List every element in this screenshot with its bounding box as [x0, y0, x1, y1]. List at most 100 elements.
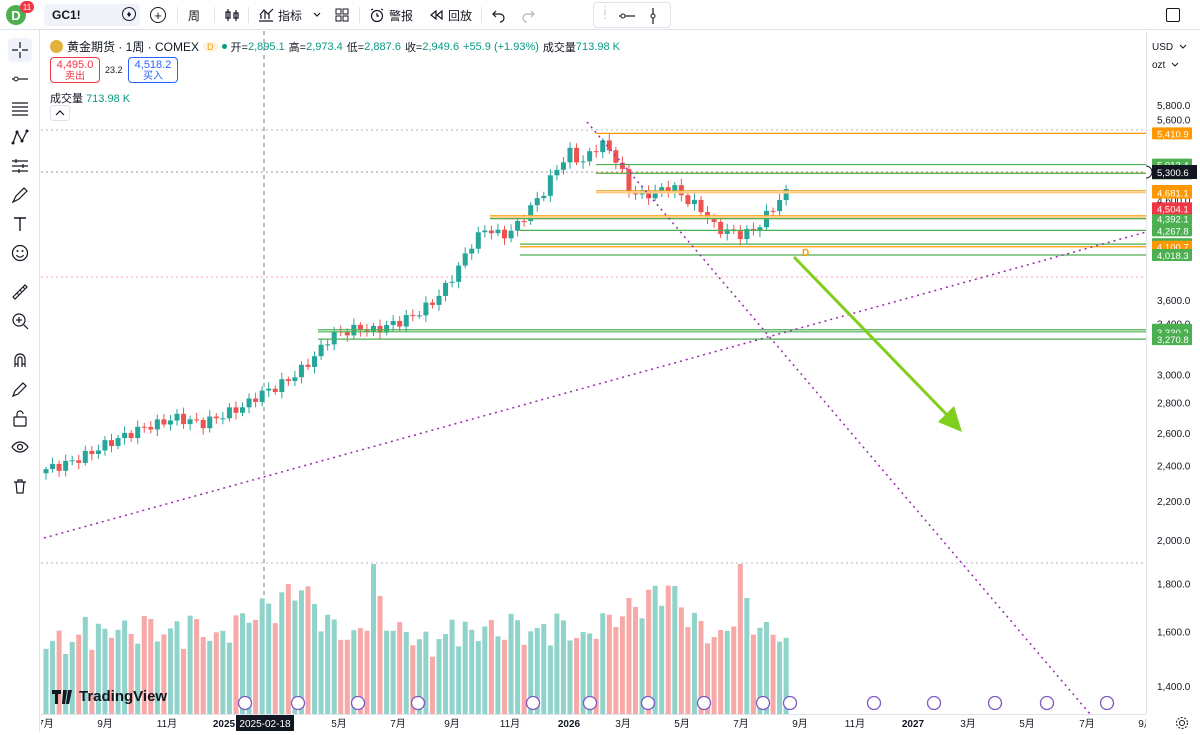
time-tick-label: 7月 [390, 718, 406, 730]
drag-handle-icon[interactable]: ⋮ ⋮ [600, 5, 610, 21]
level-price-tag [1152, 224, 1192, 237]
zoom-tool[interactable] [8, 309, 32, 333]
candle-body [456, 265, 462, 282]
diamond-icon[interactable]: ♦ [122, 7, 136, 21]
candle-body [652, 190, 658, 199]
crosshair-tool[interactable] [8, 38, 32, 62]
time-tick-label: 7月 [1079, 718, 1095, 730]
volume-bar [593, 638, 599, 714]
vertical-line-icon[interactable] [648, 7, 658, 25]
settings-button[interactable] [1175, 716, 1189, 730]
volume-bar [194, 619, 200, 714]
volume-bar [423, 631, 429, 714]
candle-body [226, 407, 232, 419]
pattern-tool[interactable] [8, 125, 32, 149]
volume-bar [141, 615, 147, 714]
chart-type-button[interactable] [224, 4, 240, 26]
tradingview-wordmark: TradingView [79, 688, 168, 705]
volume-bar [711, 637, 717, 714]
candle-body [534, 198, 540, 206]
candle-body [547, 175, 553, 196]
magnet-tool[interactable] [8, 348, 32, 372]
volume-bar [659, 605, 665, 714]
level-price-label: 4,018.3 [1157, 251, 1189, 262]
layout-button[interactable] [334, 4, 350, 26]
lock-all-tool[interactable] [8, 406, 32, 430]
volume-bar [416, 639, 422, 714]
price-chart[interactable]: D [41, 31, 1146, 714]
measure-tool[interactable] [8, 280, 32, 304]
candle-body [148, 427, 154, 430]
text-tool[interactable] [8, 212, 32, 236]
drawing-toolbar [0, 30, 40, 732]
low-label: 低= [346, 41, 365, 54]
buy-price: 4,518.2 [134, 59, 172, 71]
undo-button[interactable] [491, 4, 507, 26]
volume-bar [220, 630, 226, 714]
candle-body [331, 331, 337, 345]
candle-body [443, 282, 449, 296]
current-price-tag [1152, 202, 1192, 215]
interval-button[interactable]: 周 [188, 4, 200, 26]
volume-bar [364, 630, 370, 714]
trendline-icon [12, 76, 28, 82]
sell-button[interactable]: 4,495.0 卖出 [50, 57, 100, 83]
add-symbol-button[interactable]: + [150, 4, 166, 26]
candle-body [613, 150, 619, 163]
candle-body [567, 147, 573, 163]
price-tick-label: 1,800.0 [1157, 579, 1191, 590]
remove-drawings-tool[interactable] [8, 474, 32, 498]
replay-button[interactable]: 回放 [428, 4, 472, 26]
event-marker-icon [410, 695, 426, 711]
candle-body [63, 460, 69, 471]
price-tick-label: 1,600.0 [1157, 627, 1191, 638]
indicators-dropdown[interactable] [312, 4, 322, 26]
alerts-button[interactable]: 警报 [369, 4, 413, 26]
fullscreen-button[interactable] [1166, 4, 1180, 26]
candle-body [665, 187, 671, 193]
source-badge[interactable]: D [203, 41, 218, 52]
price-axis[interactable] [1146, 31, 1200, 714]
volume-bar [449, 619, 455, 714]
tradingview-logo: TradingView [52, 688, 167, 705]
volume-bar [338, 639, 344, 714]
buy-button[interactable]: 4,518.2 买入 [128, 57, 178, 83]
level-price-label: 4,392.1 [1157, 215, 1189, 226]
event-marker-icon [782, 695, 798, 711]
volume-bar [541, 624, 547, 714]
emoji-tool[interactable] [8, 241, 32, 265]
price-tick-label: 3,000.0 [1157, 370, 1191, 381]
volume-bar [200, 636, 206, 714]
brush-tool[interactable] [8, 183, 32, 207]
crosshair-price-label: 5,300.6 [1157, 168, 1189, 179]
unit-selector[interactable]: ozt [1152, 56, 1179, 74]
redo-button[interactable] [520, 4, 536, 26]
volume-bar [698, 620, 704, 714]
volume-bar [567, 640, 573, 714]
symbol-search[interactable]: GC1! ♦ [44, 4, 140, 26]
open-value: 2,895.1 [247, 40, 285, 53]
volume-bar [685, 627, 691, 714]
collapse-legend-button[interactable] [50, 105, 70, 121]
candle-body [364, 330, 370, 332]
candle-body [718, 221, 724, 234]
indicators-button[interactable]: 指标 [258, 4, 302, 26]
lock-drawing-tool[interactable] [8, 377, 32, 401]
legend-title[interactable]: 黄金期货 · 1周 · COMEX [67, 40, 200, 54]
fib-tool[interactable] [8, 96, 32, 120]
currency-selector[interactable]: USD [1152, 38, 1187, 56]
volume-bar [502, 639, 507, 714]
candle-body [207, 416, 213, 429]
time-axis[interactable] [41, 714, 1146, 732]
redo-icon [522, 10, 535, 23]
candle-body [711, 218, 717, 222]
candle-body [482, 230, 488, 233]
indicators-icon [259, 8, 274, 22]
candle-body [220, 418, 226, 420]
forecast-tool[interactable] [8, 154, 32, 178]
hide-drawings-tool[interactable] [8, 435, 32, 459]
horizontal-line-icon[interactable] [618, 8, 636, 24]
candle-body [285, 379, 291, 382]
trend-line-tool[interactable] [8, 67, 32, 91]
candle-body [246, 398, 252, 408]
